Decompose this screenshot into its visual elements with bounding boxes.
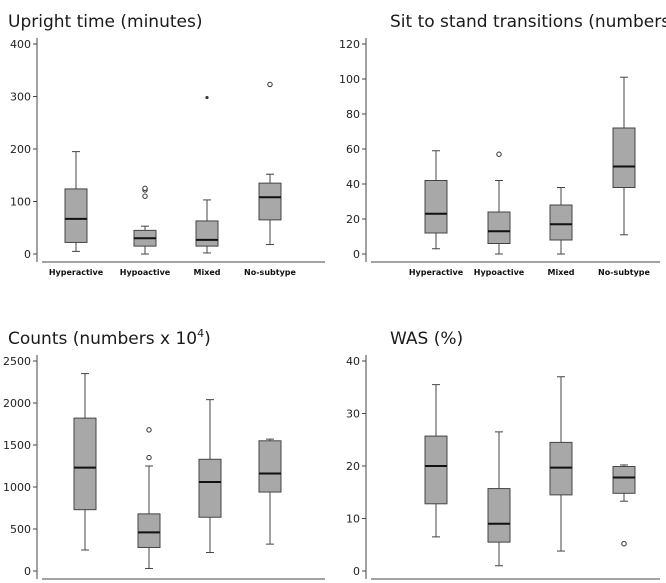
box-mixed [549,187,573,255]
y-tick-label: 60 [346,143,360,156]
iqr-box [549,204,573,241]
category-label: Hypoactive [474,268,525,277]
iqr-box [64,188,88,243]
box-mixed [198,399,222,554]
y-tick-label: 300 [10,91,31,104]
outlier-point [621,541,627,547]
iqr-box [198,458,222,518]
chart-title-text: Sit to stand transitions (numbers) [390,12,666,32]
category-label: Mixed [193,268,220,277]
y-tick-label: 0 [24,248,31,261]
category-label: No-subtype [598,268,650,277]
chart-title-end: ) [204,329,211,349]
box-hypoactive [487,151,511,255]
iqr-box [73,417,97,511]
category-label: Hypoactive [120,268,171,277]
outlier-point [267,81,273,88]
category-label: Mixed [547,268,574,277]
chart-title: Upright time (minutes) [8,12,202,32]
box-no-subtype [258,438,282,545]
chart-title: Sit to stand transitions (numbers) [390,12,666,32]
iqr-box [258,182,282,221]
y-tick-label: 100 [10,196,31,209]
outlier-point [496,151,502,157]
y-tick-label: 0 [353,248,360,261]
y-tick-label: 0 [353,565,360,578]
iqr-box [612,127,636,188]
category-label: Hyperactive [409,268,464,277]
chart-title-text: Counts (numbers x 10 [8,329,197,349]
box-hypoactive [133,185,157,255]
y-tick-label: 40 [346,178,360,191]
iqr-box [487,488,511,543]
outlier-point [142,185,148,192]
y-tick-label: 0 [24,565,31,578]
box-no-subtype [258,81,282,246]
y-tick-label: 1000 [3,481,31,494]
outlier-point [142,193,148,199]
box-hyperactive [73,373,97,551]
category-label: No-subtype [244,268,296,277]
category-label: Hyperactive [49,268,104,277]
box-mixed [549,376,573,552]
box-hyperactive [424,150,448,250]
iqr-box [612,466,636,494]
y-tick-label: 40 [346,355,360,368]
box-no-subtype [612,464,636,547]
chart-title-text: WAS (%) [390,329,463,349]
chart-panel-1: Upright time (minutes) 0 100 200 300 400 Hyper… [8,12,325,277]
y-tick-label: 2500 [3,355,31,368]
y-tick-label: 400 [10,38,31,51]
chart-panel-4: WAS (%)010203040HyperactiveHypoactiveMix… [346,329,660,580]
iqr-box [258,440,282,493]
y-tick-label: 2000 [3,397,31,410]
box-hypoactive [137,427,161,569]
y-tick-label: 120 [339,38,360,51]
iqr-box [487,211,511,244]
box-hyperactive [424,384,448,538]
box-hyperactive [64,151,88,252]
box-no-subtype [612,76,636,236]
iqr-box [137,513,161,548]
y-tick-label: 200 [10,143,31,156]
y-tick-label: 100 [339,73,360,86]
chart-title: Counts (numbers x 104) [8,327,211,349]
y-tick-label: 1500 [3,439,31,452]
y-tick-label: 80 [346,108,360,121]
chart-title-text: Upright time (minutes) [8,12,202,32]
iqr-box [195,220,219,247]
chart-panel-2: Sit to stand transitions (numbers) 0 20 40 6… [339,12,666,277]
outlier-point [146,427,152,433]
outlier-point [146,454,152,461]
iqr-box [549,441,573,496]
y-tick-label: 500 [10,523,31,536]
box-hypoactive [487,431,511,567]
iqr-box [424,435,448,505]
y-tick-label: 30 [346,408,360,421]
iqr-box [424,180,448,234]
chart-title-superscript: 4 [197,327,204,340]
y-tick-label: 10 [346,513,360,526]
y-tick-label: 20 [346,460,360,473]
y-tick-label: 20 [346,213,360,226]
chart-title: WAS (%) [390,329,463,349]
box-mixed [195,95,219,254]
chart-panel-3: Counts (numbers x 104) 0 500 1000 1500 2000 25… [3,327,325,580]
extreme-point [205,95,209,100]
